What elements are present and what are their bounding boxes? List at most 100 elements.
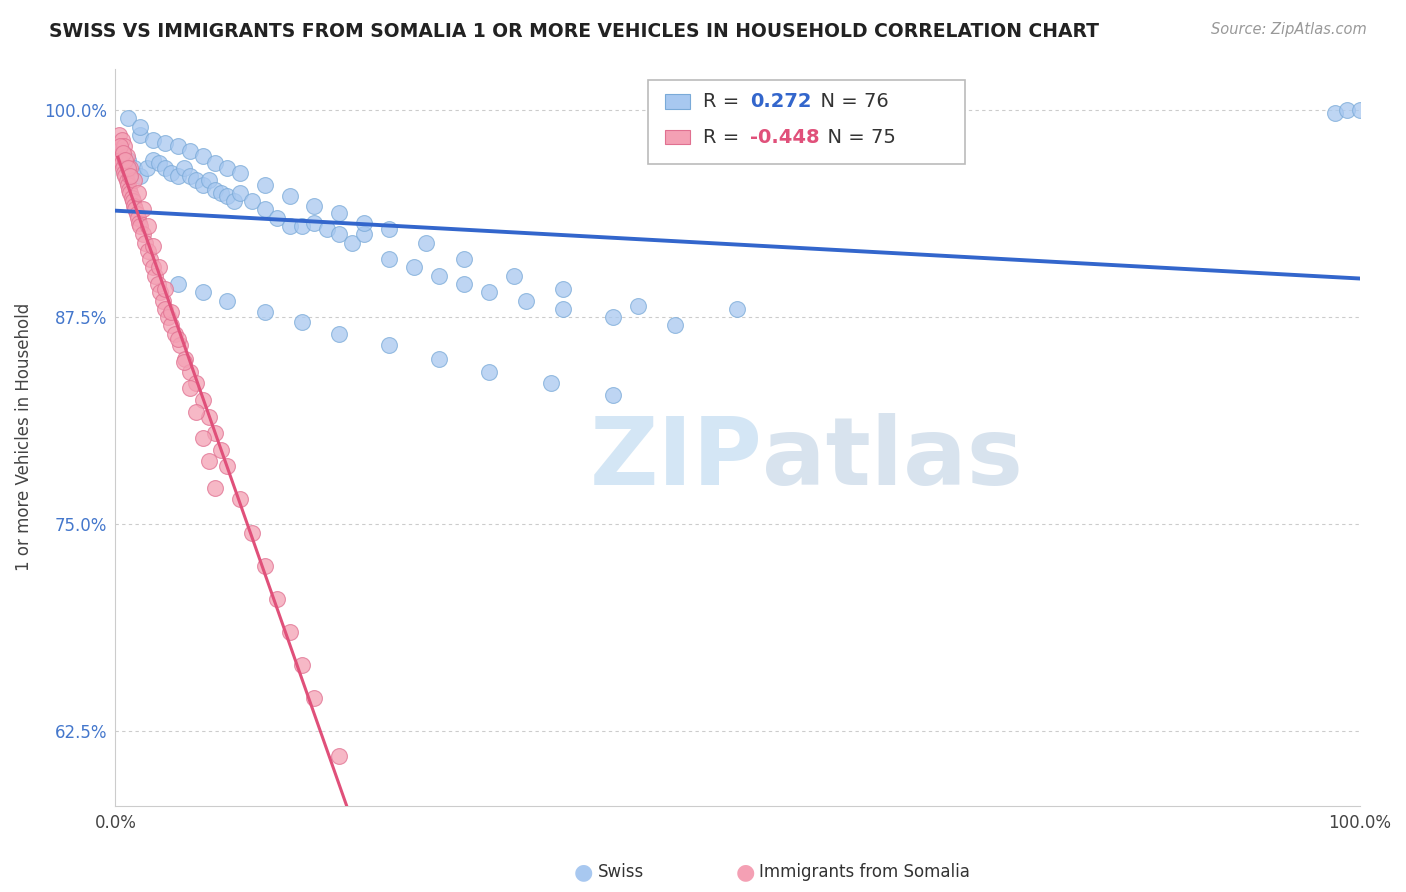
Point [117,153,139,167]
Point [120,186,142,200]
Point [478,365,501,379]
Bar [665,129,690,145]
Point [143,268,166,283]
Point [515,293,537,308]
Text: atlas: atlas [762,413,1024,506]
Point [127,186,149,200]
Point [304,199,326,213]
Point [173,161,195,175]
Point [353,227,375,242]
Point [148,260,170,275]
Point [727,301,749,316]
Point [191,431,214,445]
Point [120,161,142,175]
Point [152,293,174,308]
Point [142,260,165,275]
Point [222,194,245,208]
Text: N = 76: N = 76 [808,92,889,112]
Text: ●: ● [574,863,593,882]
Point [122,199,145,213]
Point [110,153,132,167]
Point [186,404,208,418]
Point [602,388,624,402]
Point [197,409,219,424]
Point [117,178,139,192]
Point [478,285,501,300]
Point [291,658,314,673]
Point [191,149,214,163]
Point [124,202,146,217]
Point [197,172,219,186]
Point [427,268,450,283]
Point [229,492,252,507]
Point [128,216,150,230]
Point [174,351,197,366]
Point [166,277,188,291]
Point [627,299,650,313]
Point [111,133,134,147]
Point [453,252,475,266]
Point [328,205,350,219]
Text: ●: ● [735,863,755,882]
Point [125,207,148,221]
Point [173,355,195,369]
Point [117,112,139,126]
Point [139,252,162,266]
Text: Immigrants from Somalia: Immigrants from Somalia [759,863,970,881]
Point [540,376,562,391]
Point [229,166,252,180]
Point [664,318,686,333]
Point [427,351,450,366]
Point [340,235,363,250]
Point [112,139,135,153]
Text: Swiss: Swiss [598,863,644,881]
Text: 0.272: 0.272 [749,92,811,112]
Point [402,260,425,275]
Point [136,219,159,233]
Point [134,235,156,250]
Point [115,149,138,163]
Point [328,227,350,242]
Point [278,189,301,203]
Point [204,182,226,196]
Point [142,133,165,147]
Point [108,128,131,142]
Point [191,178,214,192]
Point [108,149,131,163]
Point [304,216,326,230]
Point [155,161,177,175]
Point [111,156,134,170]
Point [253,305,276,319]
Point [132,202,155,217]
Point [160,318,183,333]
Text: SWISS VS IMMIGRANTS FROM SOMALIA 1 OR MORE VEHICLES IN HOUSEHOLD CORRELATION CHA: SWISS VS IMMIGRANTS FROM SOMALIA 1 OR MO… [49,22,1099,41]
Point [291,315,314,329]
Point [186,376,208,391]
Point [217,293,239,308]
Text: R =: R = [703,92,745,112]
Point [291,219,314,233]
Point [353,216,375,230]
Text: -0.448: -0.448 [749,128,820,146]
Point [217,189,239,203]
Point [107,145,129,159]
Point [129,169,152,184]
Point [502,268,524,283]
Point [142,239,165,253]
Point [111,161,134,175]
Point [179,169,201,184]
Point [129,219,152,233]
Point [122,172,145,186]
Point [204,426,226,441]
Point [217,459,239,474]
Point [146,277,169,291]
Point [1323,106,1346,120]
Point [415,235,437,250]
Point [129,120,152,134]
Point [602,310,624,325]
Point [132,227,155,242]
Point [127,211,149,225]
Point [378,338,401,352]
Point [169,338,191,352]
Point [115,174,138,188]
